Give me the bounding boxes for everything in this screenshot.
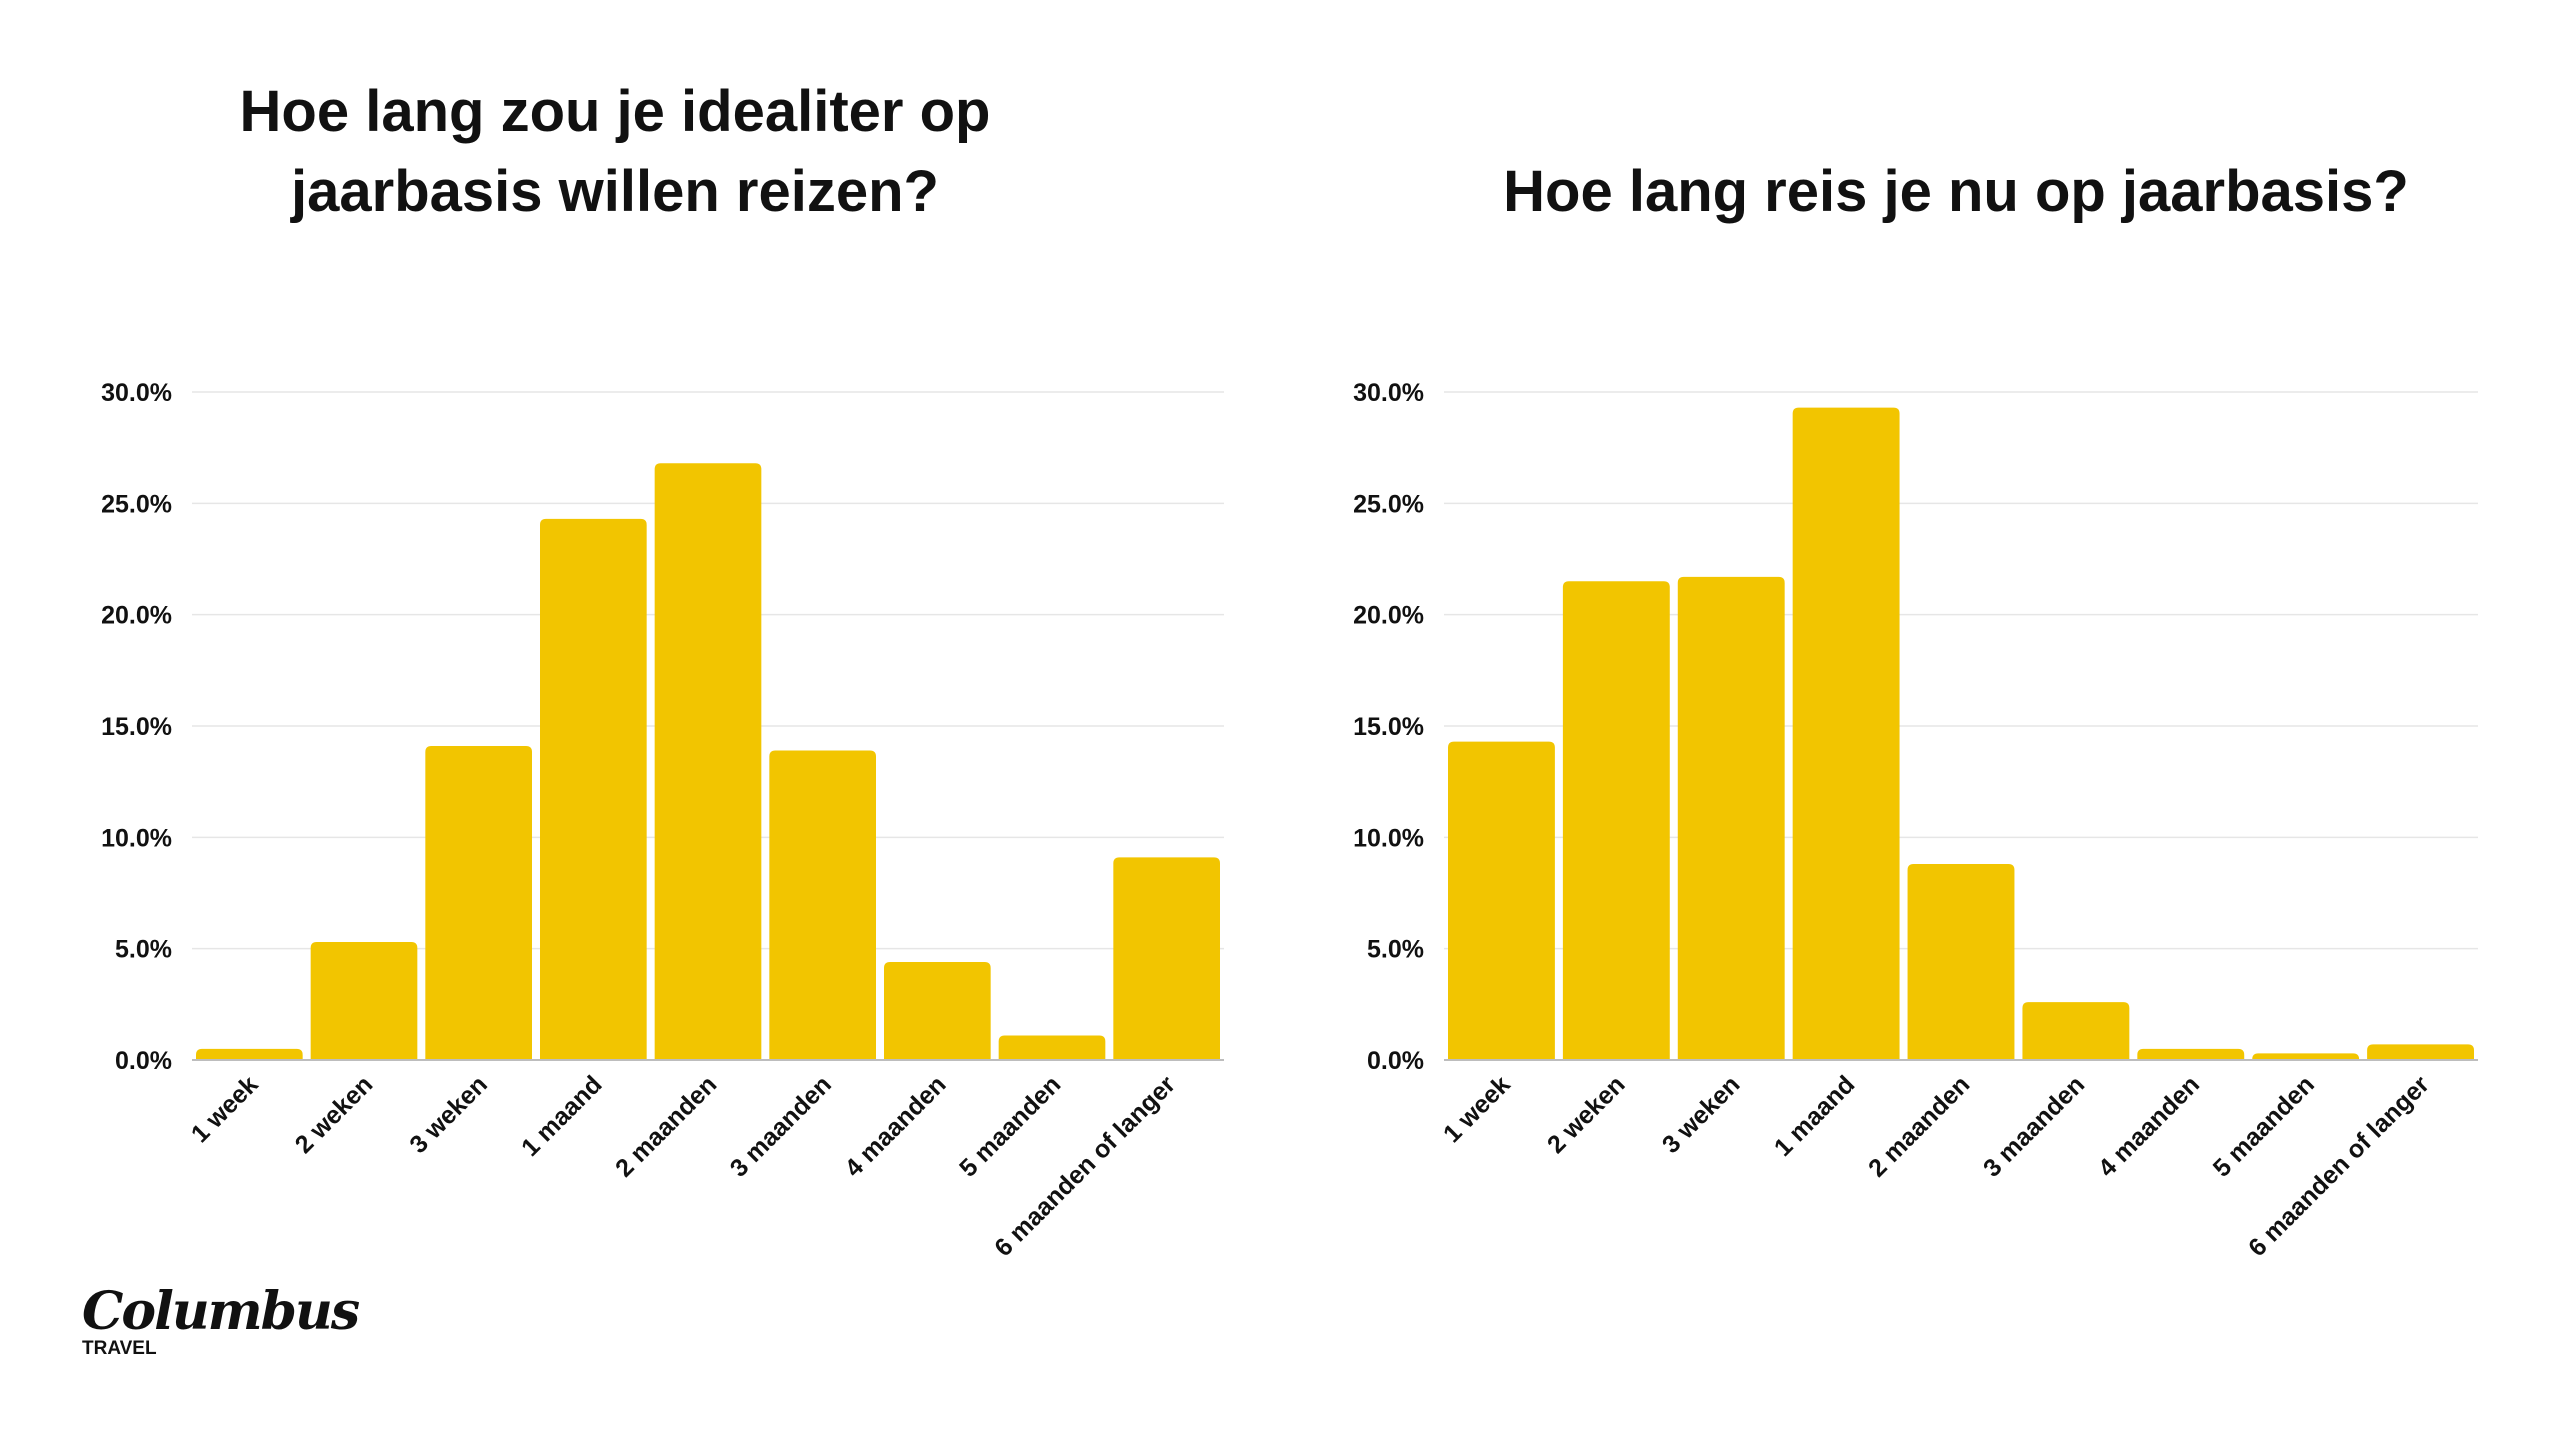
y-tick-label: 25.0%: [101, 490, 172, 518]
y-tick-label: 30.0%: [1353, 379, 1424, 407]
bar-1-week: [1448, 741, 1555, 1060]
bar-6-maanden-of-langer: [1113, 857, 1220, 1060]
bar-4-maanden: [2137, 1048, 2245, 1060]
x-tick-label: 2 weken: [290, 1070, 379, 1159]
x-tick-label: 3 weken: [404, 1070, 493, 1159]
x-tick-label: 2 weken: [1542, 1070, 1631, 1159]
x-tick-label: 3 maanden: [725, 1070, 837, 1182]
logo-subtitle: TRAVEL: [82, 1338, 157, 1359]
bar-2-maanden: [1907, 864, 2015, 1060]
x-tick-label: 1 maand: [1769, 1070, 1861, 1162]
x-tick-label: 5 maanden: [954, 1070, 1066, 1182]
x-tick-label: 3 maanden: [1978, 1070, 2090, 1182]
chart-title-current: Hoe lang reis je nu op jaarbasis?: [1503, 159, 2409, 224]
x-tick-label: 1 week: [186, 1070, 264, 1148]
x-tick-label: 5 maanden: [2208, 1070, 2320, 1182]
y-tick-label: 15.0%: [101, 713, 172, 741]
bar-3-weken: [1677, 576, 1785, 1060]
y-tick-label: 10.0%: [101, 824, 172, 852]
bar-3-maanden: [2022, 1002, 2130, 1060]
x-tick-label: 4 maanden: [839, 1070, 951, 1182]
y-tick-label: 25.0%: [1353, 490, 1424, 518]
x-tick-label: 2 maanden: [610, 1070, 722, 1182]
columbus-travel-logo: Columbus TRAVEL: [82, 1281, 360, 1359]
y-tick-label: 0.0%: [1367, 1047, 1424, 1075]
chart-title-ideal: Hoe lang zou je idealiter op jaarbasis w…: [239, 79, 991, 224]
bar-1-maand: [1792, 407, 1900, 1060]
x-tick-label: 4 maanden: [2093, 1070, 2205, 1182]
logo-wordmark: Columbus: [82, 1281, 360, 1342]
bar-2-weken: [1562, 581, 1670, 1060]
bar-3-maanden: [769, 750, 876, 1060]
y-tick-label: 20.0%: [1353, 602, 1424, 630]
y-tick-label: 5.0%: [1367, 936, 1424, 964]
bar-1-week: [196, 1048, 303, 1060]
y-tick-label: 20.0%: [101, 602, 172, 630]
x-tick-label: 2 maanden: [1863, 1070, 1975, 1182]
x-tick-label: 1 week: [1438, 1070, 1516, 1148]
bar-5-maanden: [998, 1035, 1106, 1060]
bar-2-weken: [310, 941, 418, 1060]
y-tick-label: 30.0%: [101, 379, 172, 407]
bar-6-maanden-of-langer: [2367, 1044, 2474, 1060]
x-tick-label: 3 weken: [1657, 1070, 1746, 1159]
y-tick-label: 5.0%: [115, 936, 172, 964]
x-tick-label: 1 maand: [516, 1070, 608, 1162]
y-tick-label: 0.0%: [115, 1047, 172, 1075]
y-tick-label: 10.0%: [1353, 824, 1424, 852]
bar-2-maanden: [654, 463, 762, 1061]
bar-1-maand: [540, 518, 647, 1060]
y-tick-label: 15.0%: [1353, 713, 1424, 741]
bar-3-weken: [425, 746, 532, 1060]
bar-4-maanden: [884, 962, 991, 1060]
bar-5-maanden: [2252, 1053, 2360, 1060]
